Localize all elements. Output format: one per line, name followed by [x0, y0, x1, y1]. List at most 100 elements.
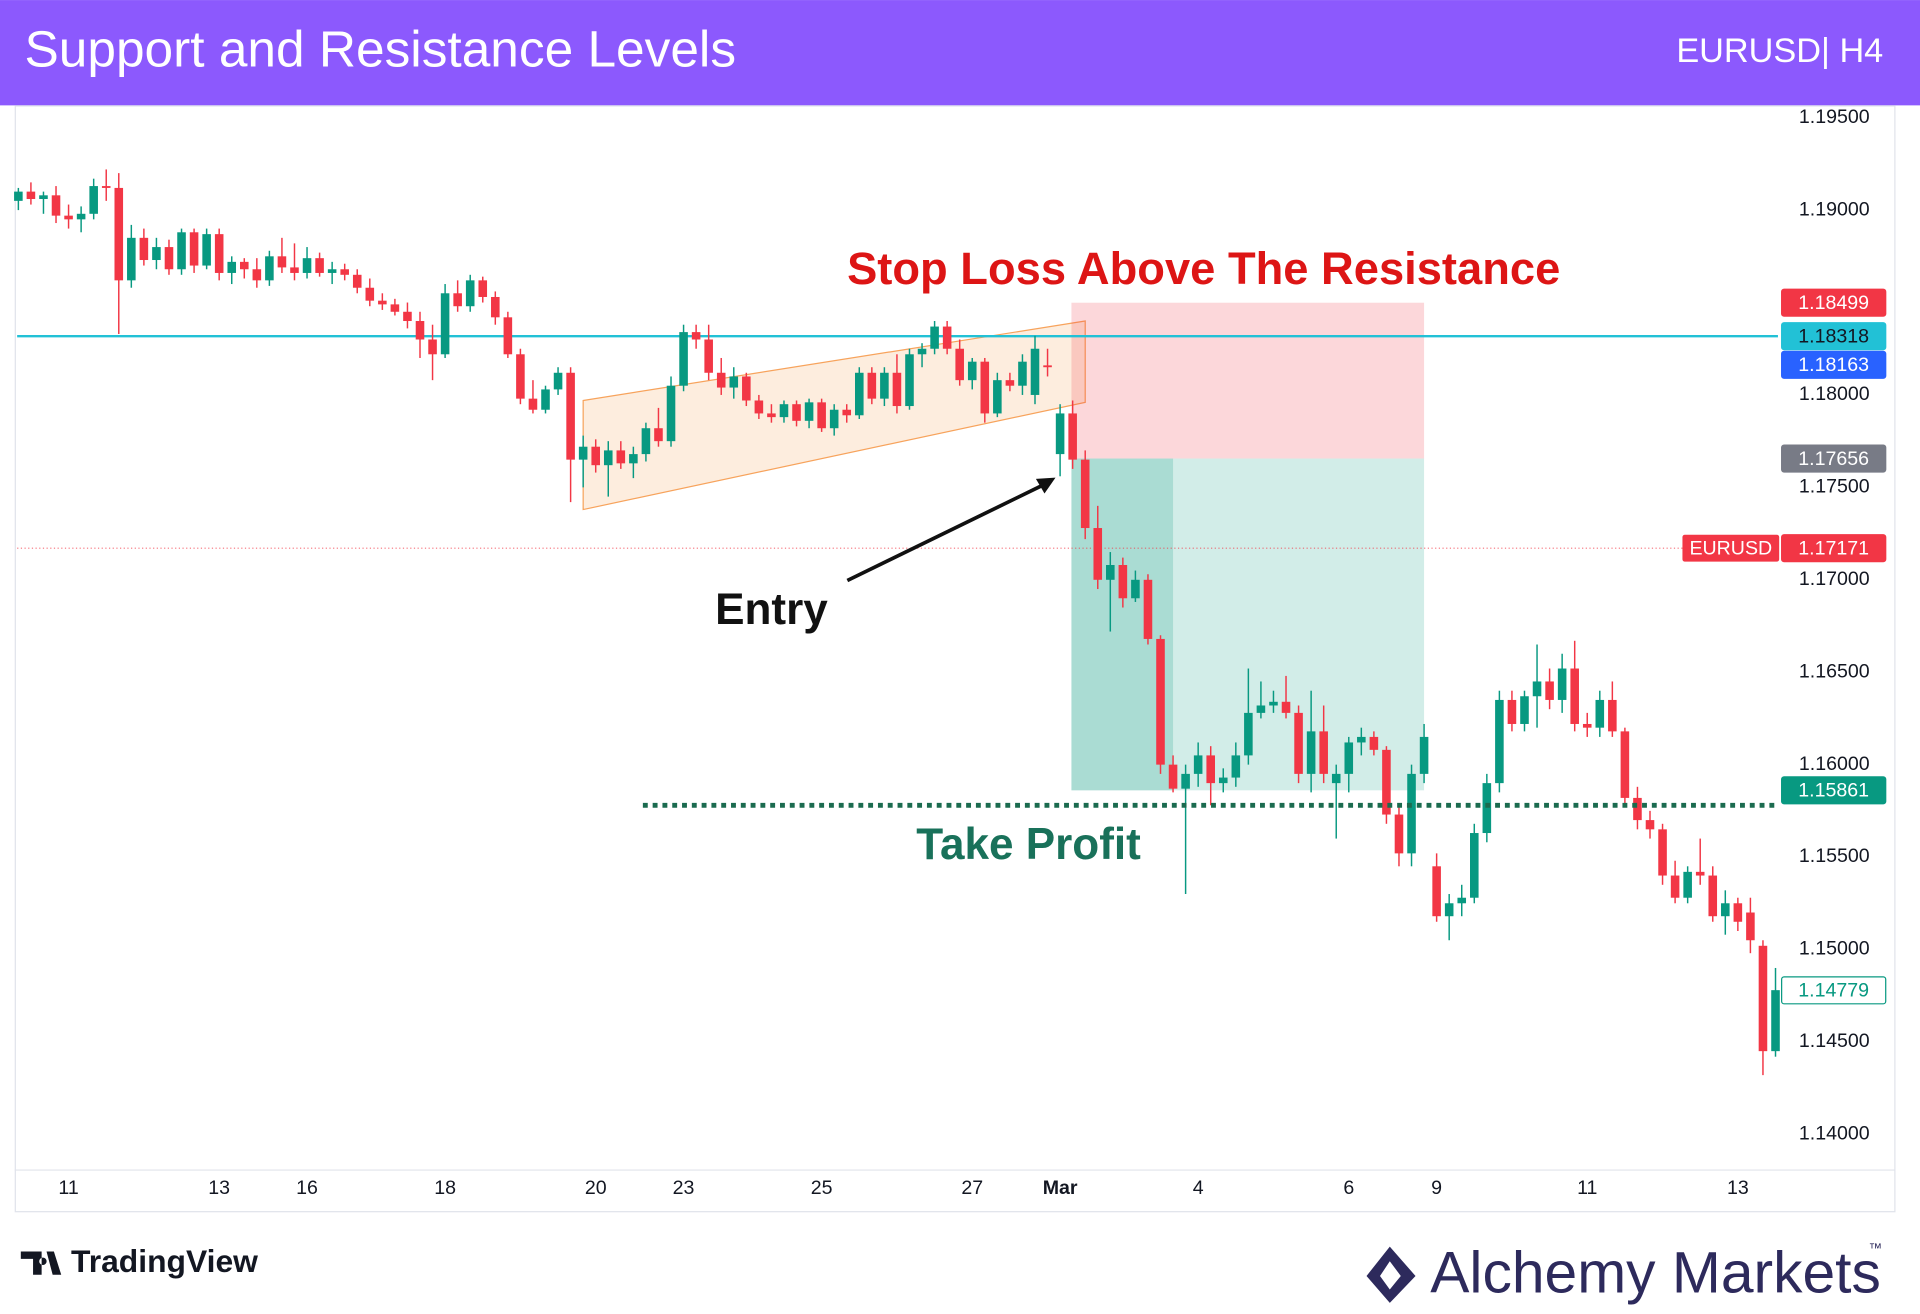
- candle-body: [378, 300, 387, 305]
- candle-body: [478, 280, 488, 297]
- symbol-label: EURUSD| H4: [1676, 32, 1883, 70]
- price-tag: [1781, 444, 1887, 473]
- y-tick-label: 1.16500: [1799, 660, 1870, 682]
- candle-body: [101, 186, 111, 188]
- candle-body: [1231, 755, 1241, 778]
- price-tag: [1781, 322, 1887, 351]
- candle-body: [716, 372, 726, 388]
- candle-body: [465, 280, 475, 307]
- x-tick-label: 11: [58, 1177, 78, 1199]
- candle-body: [352, 274, 362, 288]
- candle-body: [415, 321, 425, 340]
- x-tick-label: 11: [1577, 1177, 1597, 1199]
- candle-body: [993, 380, 1002, 414]
- candle-body: [1771, 990, 1780, 1052]
- candle-body: [290, 267, 299, 273]
- candle-body: [817, 402, 826, 429]
- x-tick-label: 20: [585, 1177, 607, 1199]
- candle-body: [1608, 699, 1617, 732]
- candle-body: [114, 187, 124, 281]
- candle-body: [164, 247, 174, 270]
- candle-body: [1193, 755, 1203, 774]
- x-tick-label: 16: [296, 1177, 318, 1199]
- candle-body: [1645, 820, 1655, 830]
- candle-body: [1532, 681, 1542, 697]
- candle-body: [1306, 731, 1316, 774]
- candle-body: [767, 413, 776, 418]
- candle-body: [1407, 773, 1416, 854]
- candle-body: [1658, 829, 1667, 876]
- candle-body: [277, 256, 287, 268]
- candle-body: [1545, 681, 1554, 700]
- candle-body: [302, 258, 312, 273]
- candle-body: [955, 348, 964, 381]
- price-tag: [1781, 976, 1887, 1005]
- candle-body: [516, 354, 525, 399]
- candles-layer: [14, 169, 1780, 1076]
- chart-frame: [14, 105, 1896, 1213]
- y-tick-label: 1.17500: [1799, 476, 1870, 498]
- candle-body: [440, 293, 450, 355]
- candle-body: [729, 376, 739, 388]
- candle-body: [340, 269, 349, 275]
- candle-body: [1068, 413, 1077, 460]
- candle-body: [842, 409, 852, 416]
- stop-loss-annotation: Stop Loss Above The Resistance: [847, 243, 1560, 294]
- candle-body: [214, 234, 224, 273]
- candle-body: [1432, 866, 1441, 917]
- candle-body: [1633, 797, 1642, 821]
- candle-body: [905, 354, 914, 407]
- y-tick-label: 1.17000: [1799, 568, 1870, 590]
- candle-body: [252, 269, 262, 281]
- candle-body: [1118, 565, 1128, 599]
- price-tag: [1781, 776, 1887, 805]
- candle-body: [1557, 668, 1567, 700]
- candle-body: [1695, 871, 1705, 876]
- candle-body: [177, 232, 186, 270]
- price-tag: [1781, 534, 1887, 563]
- candle-body: [1394, 814, 1404, 854]
- price-tag-label: 1.18163: [1798, 354, 1869, 376]
- candle-body: [754, 400, 764, 414]
- candle-body: [1206, 755, 1215, 784]
- y-tick-label: 1.16000: [1799, 753, 1870, 775]
- candle-body: [967, 361, 977, 381]
- candle-body: [566, 372, 575, 460]
- candle-body: [930, 326, 939, 349]
- candle-body: [1106, 565, 1115, 580]
- brand-logo: Alchemy Markets ™: [1366, 1241, 1882, 1306]
- y-tick-label: 1.15500: [1799, 845, 1870, 867]
- entry-annotation: Entry: [715, 585, 828, 634]
- candle-body: [152, 247, 161, 261]
- candle-body: [491, 296, 500, 318]
- tradingview-text: TradingView: [71, 1243, 258, 1279]
- candle-body: [14, 191, 23, 201]
- candle-body: [453, 293, 462, 307]
- price-tag-label: 1.17171: [1798, 538, 1869, 560]
- y-tick-label: 1.19000: [1799, 198, 1870, 220]
- candle-body: [980, 361, 990, 414]
- candle-body: [1470, 833, 1479, 898]
- candle-body: [629, 454, 638, 464]
- candle-body: [365, 287, 375, 301]
- x-tick-label: 6: [1343, 1177, 1354, 1199]
- x-tick-label: 25: [811, 1177, 833, 1199]
- candle-body: [26, 191, 36, 200]
- candle-body: [1269, 701, 1278, 706]
- candle-body: [779, 404, 789, 418]
- price-tag-label: 1.14779: [1798, 980, 1869, 1002]
- price-tag-label: 1.17656: [1798, 448, 1869, 470]
- candle-body: [1520, 696, 1529, 724]
- candle-body: [855, 372, 864, 416]
- candle-body: [666, 385, 676, 442]
- candle-body: [541, 389, 550, 410]
- x-tick-label: 13: [208, 1177, 230, 1199]
- candle-body: [1156, 638, 1165, 765]
- candle-body: [227, 261, 237, 273]
- candle-body: [1419, 736, 1429, 774]
- foreground-layer: 1.14000 1.14500 1.15000 1.15500 1.16000 1.165…: [58, 106, 1887, 1199]
- price-tag: [1781, 350, 1887, 379]
- candle-body: [76, 213, 86, 220]
- candle-body: [1746, 912, 1755, 941]
